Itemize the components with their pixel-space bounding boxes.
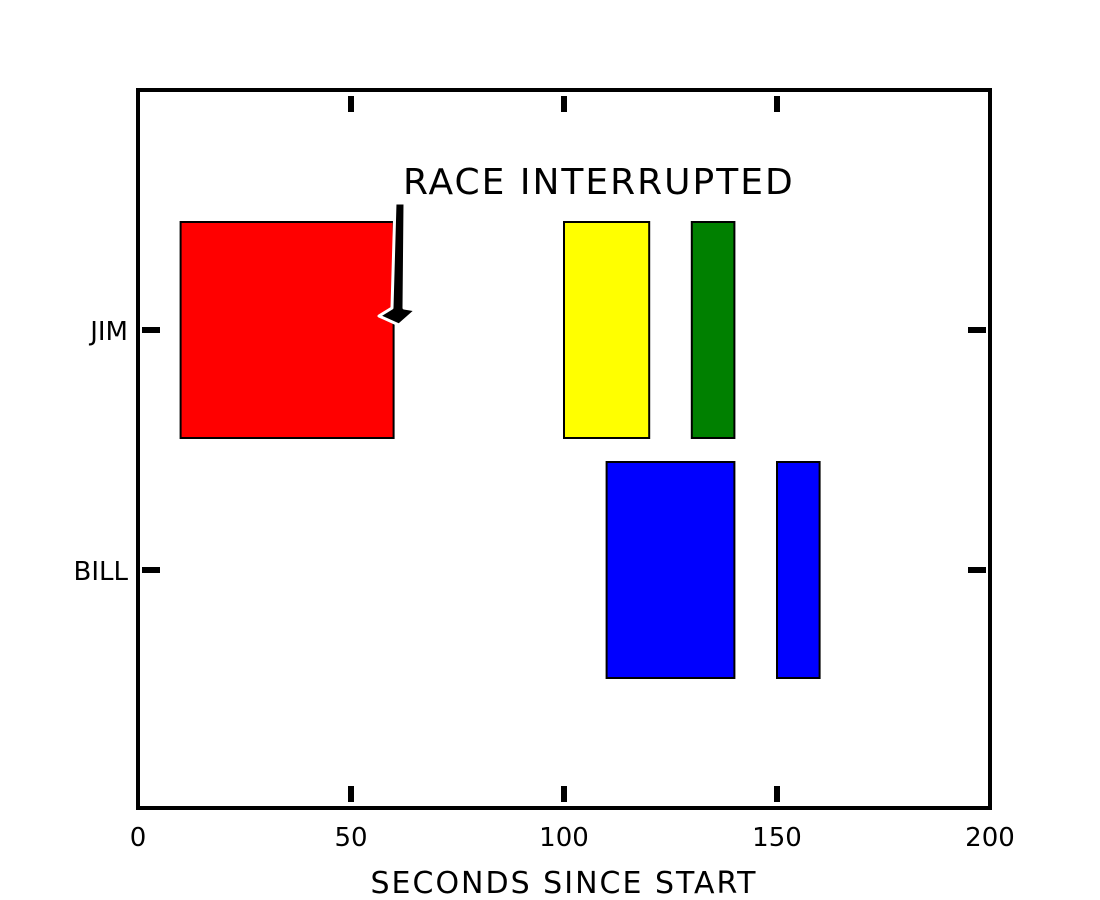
plot-frame — [136, 88, 992, 810]
bar-group — [179, 221, 821, 679]
bar-jim-2 — [690, 221, 736, 439]
x-tick-label-200: 200 — [965, 823, 1015, 853]
annotation-label: RACE INTERRUPTED — [403, 162, 795, 203]
x-axis-title: SECONDS SINCE START — [371, 866, 758, 900]
annotation-arrow — [377, 201, 418, 327]
x-tick-label-0: 0 — [130, 823, 147, 853]
bar-jim-1 — [563, 221, 651, 439]
x-tick-label-100: 100 — [539, 823, 589, 853]
y-tick-label-jim: JIM — [88, 317, 128, 347]
annotation-group: RACE INTERRUPTED — [377, 162, 795, 327]
bar-bill-1 — [776, 461, 821, 679]
x-tick-label-150: 150 — [752, 823, 802, 853]
bar-bill-0 — [605, 461, 736, 679]
y-tick-label-bill: BILL — [74, 557, 129, 587]
x-tick-label-50: 50 — [334, 823, 367, 853]
bar-jim-0 — [179, 221, 395, 439]
tick-group: 0 50 100 150 200 JIM BILL — [74, 96, 1015, 853]
